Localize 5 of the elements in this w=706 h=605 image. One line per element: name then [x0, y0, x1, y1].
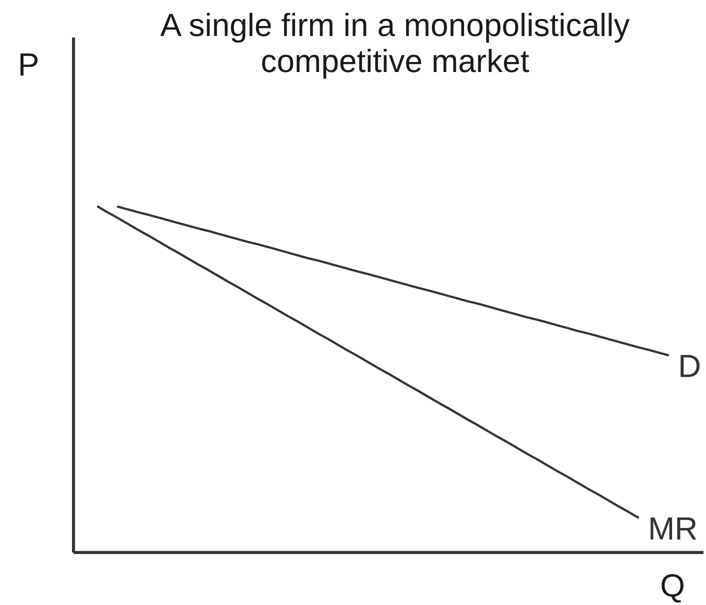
- chart-title: A single firm in a monopolistically competitive market: [160, 7, 630, 79]
- y-axis-title: P: [18, 46, 40, 82]
- series-label: MR: [648, 510, 698, 546]
- series-label: D: [678, 348, 702, 384]
- x-axis-title: Q: [660, 568, 685, 604]
